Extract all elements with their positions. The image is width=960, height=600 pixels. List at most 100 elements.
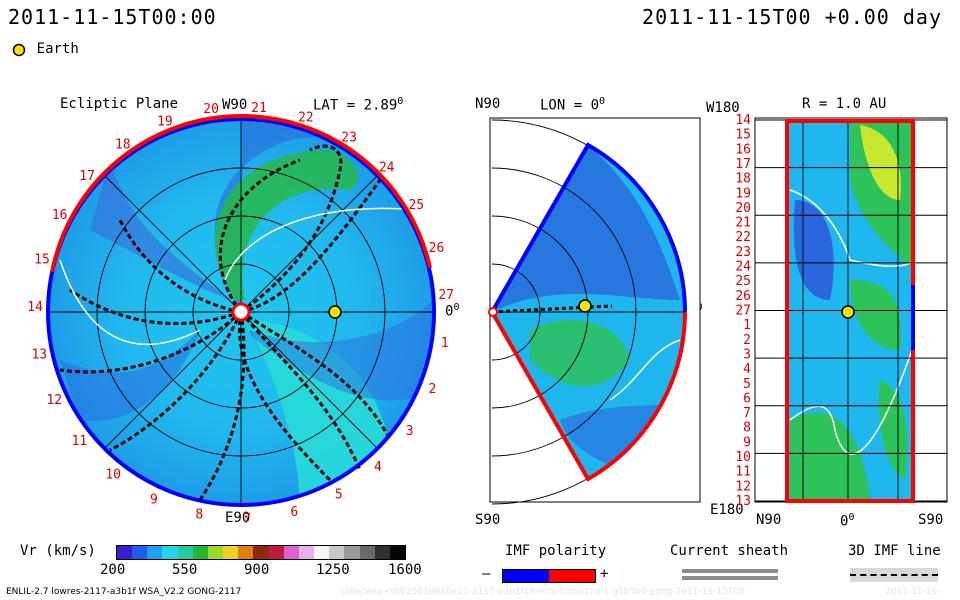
ecliptic-w90: W90 xyxy=(222,97,248,113)
colorbar-tick-900: 900 xyxy=(244,562,270,578)
colorbar-segment xyxy=(192,546,208,559)
latlon-row-label-15: 15 xyxy=(735,128,751,143)
colorbar-segment xyxy=(329,546,345,559)
earth-marker-latlon xyxy=(841,305,855,319)
ecliptic-title: Ecliptic Plane xyxy=(60,96,179,112)
imf-positive-swatch xyxy=(549,570,595,582)
colorbar-segment xyxy=(344,546,360,559)
latlon-e180: E180 xyxy=(710,502,744,518)
colorbar-segment xyxy=(207,546,224,559)
carrington-label-21: 21 xyxy=(251,101,267,116)
earth-marker-ecliptic xyxy=(328,305,342,319)
imf-line-label: 3D IMF line xyxy=(848,543,941,559)
carrington-labels: 20 21222324252627123456789101112131415161… xyxy=(27,101,454,527)
colorbar-segment xyxy=(298,546,315,559)
carrington-label-25: 25 xyxy=(408,198,424,213)
carrington-label-12: 12 xyxy=(46,393,62,408)
colorbar-segment xyxy=(177,546,193,559)
ecliptic-e90: E90 xyxy=(225,510,251,526)
carrington-label-13: 13 xyxy=(31,348,47,363)
ecliptic-zero: 00 xyxy=(445,302,459,320)
latlon-row-label-8: 8 xyxy=(743,421,751,436)
carrington-label-15: 15 xyxy=(34,253,50,268)
latlon-title: R = 1.0 AU xyxy=(802,96,887,112)
latlon-row-label-23: 23 xyxy=(735,245,751,260)
current-sheath-label: Current sheath xyxy=(670,543,789,559)
latlon-row-label-1: 1 xyxy=(743,318,751,333)
carrington-label-1: 1 xyxy=(441,336,449,351)
carrington-label-4: 4 xyxy=(374,460,382,475)
carrington-label-20: 20 xyxy=(203,102,219,117)
ecliptic-polarity-positive xyxy=(50,114,432,273)
ecliptic-polarity-ring xyxy=(46,117,436,507)
carrington-label-23: 23 xyxy=(341,131,357,146)
colorbar-tick-200: 200 xyxy=(100,562,126,578)
carrington-label-17: 17 xyxy=(79,169,95,184)
watermark-date: 2011-11-16 xyxy=(885,587,938,597)
latlon-zero-sup: 0 xyxy=(848,512,855,523)
carrington-label-24: 24 xyxy=(379,160,395,175)
imf-polarity-label: IMF polarity xyxy=(505,543,607,559)
current-sheath-swatch xyxy=(682,568,778,582)
carrington-label-5: 5 xyxy=(335,487,343,502)
colorbar-segment xyxy=(359,546,375,559)
meridional-s90: S90 xyxy=(475,512,501,528)
imf-polarity-bar xyxy=(502,569,596,583)
timestamp-right: 2011-11-15T00 +0.00 day xyxy=(642,5,942,29)
carrington-label-27: 27 xyxy=(438,288,454,303)
latlon-row-label-7: 7 xyxy=(743,406,751,421)
latlon-row-label-5: 5 xyxy=(743,377,751,392)
carrington-label-26: 26 xyxy=(429,241,445,256)
latlon-row-label-12: 12 xyxy=(735,479,751,494)
imf-polarity-plus: + xyxy=(600,566,609,582)
timestamp-left: 2011-11-15T00:00 xyxy=(8,5,217,29)
colorbar-segment xyxy=(253,546,269,559)
colorbar-segment xyxy=(238,546,254,559)
latlon-row-label-19: 19 xyxy=(735,186,751,201)
imf-line-swatch xyxy=(850,568,938,582)
latlon-row-label-14: 14 xyxy=(735,113,751,128)
colorbar-segment xyxy=(389,546,405,559)
latlon-row-label-13: 13 xyxy=(735,494,751,509)
carrington-label-10: 10 xyxy=(105,468,121,483)
latlon-row-labels: 1415161718192021222324252627123456789101… xyxy=(735,113,751,509)
latlon-row-label-9: 9 xyxy=(743,435,751,450)
colorbar-segment xyxy=(374,546,390,559)
carrington-label-3: 3 xyxy=(406,424,414,439)
colorbar-segment xyxy=(162,546,178,559)
latlon-row-label-17: 17 xyxy=(735,157,751,172)
earth-legend: Earth xyxy=(11,38,79,57)
latlon-row-label-10: 10 xyxy=(735,450,751,465)
latlon-s90: S90 xyxy=(918,512,944,528)
carrington-label-9: 9 xyxy=(150,493,158,508)
colorbar-segment xyxy=(268,546,284,559)
ecliptic-zero-sup: 0 xyxy=(453,302,460,313)
colorbar-tick-1600: 1600 xyxy=(388,562,422,578)
colorbar-segment xyxy=(223,546,239,559)
current-sheet-lines xyxy=(59,207,421,346)
ecliptic-lat: LAT = 2.890 xyxy=(313,96,403,114)
meridional-lon-sup: 0 xyxy=(599,96,606,107)
colorbar-segment xyxy=(147,546,163,559)
latlon-n90: N90 xyxy=(756,512,782,528)
imf-polarity-minus: – xyxy=(482,566,491,582)
latlon-zero: 00 xyxy=(840,512,854,530)
colorbar-tick-550: 550 xyxy=(172,562,198,578)
latlon-row-label-16: 16 xyxy=(735,142,751,157)
latlon-row-label-20: 20 xyxy=(735,201,751,216)
latlon-row-label-22: 22 xyxy=(735,230,751,245)
colorbar-segment xyxy=(314,546,330,559)
latlon-zero-text: 0 xyxy=(840,513,849,530)
latlon-row-label-4: 4 xyxy=(743,362,751,377)
carrington-label-18: 18 xyxy=(115,137,131,152)
latlon-row-label-6: 6 xyxy=(743,391,751,406)
latlon-row-label-24: 24 xyxy=(735,260,751,275)
ecliptic-lat-text: LAT = 2.89 xyxy=(313,97,398,114)
imf-negative-swatch xyxy=(503,570,549,582)
meridional-lon: LON = 00 xyxy=(540,96,605,114)
meridional-n90: N90 xyxy=(475,96,501,112)
latlon-w180: W180 xyxy=(706,100,740,116)
